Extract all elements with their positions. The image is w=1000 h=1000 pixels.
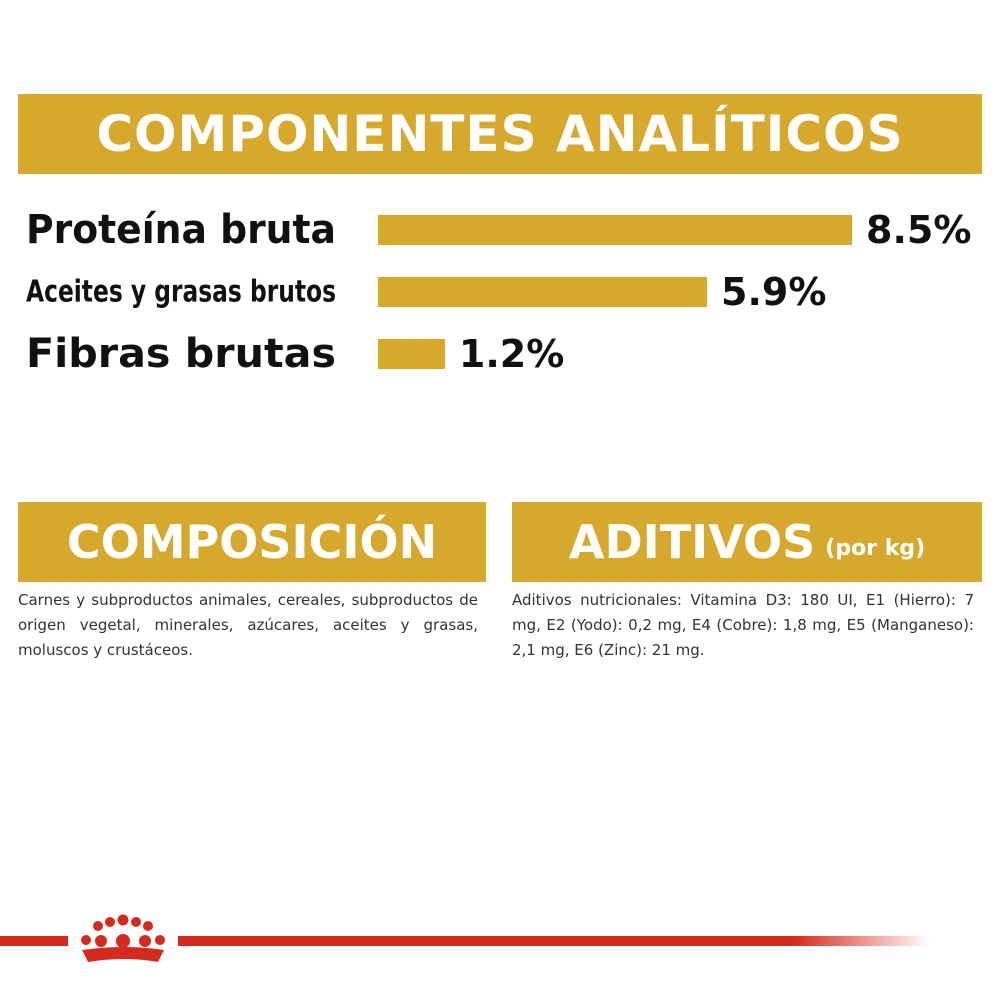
additives-banner: ADITIVOS (por kg) [512,502,982,582]
value-label: 1.2% [459,332,564,376]
additives-text: Aditivos nutricionales: Vitamina D3: 180… [512,591,974,659]
brand-footer [0,914,930,962]
composition-title: COMPOSICIÓN [66,515,438,569]
additives-title-suffix: (por kg) [825,535,926,561]
footer-stripe-left [0,936,68,946]
value-label: 5.9% [721,270,826,314]
composition-banner: COMPOSICIÓN [18,502,486,582]
category-label: Proteína bruta [26,207,336,253]
footer-stripe-right [178,936,930,946]
value-label: 8.5% [866,208,971,252]
bar [378,215,852,245]
analytical-components-chart: Proteína bruta 8.5% Aceites y grasas bruto… [26,207,971,377]
bar [378,277,708,307]
analytical-components-title: COMPONENTES ANALÍTICOS [96,105,904,163]
bar [378,339,445,369]
category-label: Aceites y grasas brutos [26,275,336,310]
composition-text: Carnes y subproductos animales, cereales… [18,591,478,659]
crown-icon [81,914,165,962]
category-label: Fibras brutas [26,331,336,377]
analytical-components-banner: COMPONENTES ANALÍTICOS [18,94,982,174]
additives-title: ADITIVOS [568,515,816,569]
